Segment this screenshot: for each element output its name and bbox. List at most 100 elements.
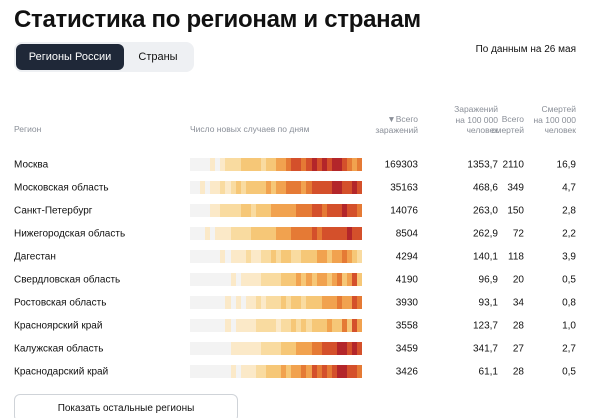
heatstrip-day: [306, 273, 312, 286]
heatstrip-day: [210, 319, 216, 332]
heatstrip-day: [336, 250, 342, 263]
heatstrip-day: [316, 273, 322, 286]
heatstrip-day: [357, 181, 362, 194]
heatstrip-day: [276, 250, 282, 263]
heatstrip-day: [210, 204, 216, 217]
heatstrip-day: [346, 158, 352, 171]
total-cases: 4294: [395, 251, 418, 262]
heatstrip-day: [326, 296, 332, 309]
heatstrip-day: [321, 342, 327, 355]
heatstrip-day: [195, 365, 201, 378]
table-row: Нижегородская область 8504 262,9 72 2,2: [0, 222, 604, 245]
heatstrip-day: [321, 319, 327, 332]
heatstrip-day: [281, 227, 287, 240]
heatstrip-day: [235, 273, 241, 286]
heatstrip-day: [286, 250, 292, 263]
table-row: Красноярский край 3558 123,7 28 1,0: [0, 314, 604, 337]
heatstrip-day: [190, 227, 196, 240]
heatstrip-day: [311, 204, 317, 217]
tab-countries[interactable]: Страны: [138, 51, 178, 63]
heatstrip-day: [311, 250, 317, 263]
heatstrip-day: [326, 158, 332, 171]
heatstrip-day: [265, 342, 271, 355]
heatstrip-day: [306, 365, 312, 378]
heatstrip-day: [265, 273, 271, 286]
heatstrip-day: [250, 273, 256, 286]
heatstrip-day: [195, 158, 201, 171]
page-title: Статистика по регионам и странам: [14, 6, 421, 33]
heatstrip-day: [205, 319, 211, 332]
heatstrip-day: [195, 250, 201, 263]
heatstrip-day: [210, 227, 216, 240]
heatstrip-day: [225, 158, 231, 171]
heatstrip-day: [281, 296, 287, 309]
heatstrip-day: [306, 181, 312, 194]
heatstrip-day: [281, 342, 287, 355]
heatstrip-day: [331, 204, 337, 217]
region-name: Москва: [14, 159, 49, 170]
heatstrip-day: [316, 204, 322, 217]
heatstrip-day: [255, 319, 261, 332]
heatstrip-day: [271, 296, 277, 309]
heatstrip-day: [316, 296, 322, 309]
region-name: Дагестан: [14, 251, 56, 262]
heatstrip-day: [296, 227, 302, 240]
heatstrip-day: [306, 342, 312, 355]
heatstrip-day: [296, 204, 302, 217]
heatstrip-day: [245, 204, 251, 217]
heatstrip-day: [210, 181, 216, 194]
heatstrip-day: [220, 227, 226, 240]
heatstrip-day: [245, 273, 251, 286]
header-deaths-per-100k[interactable]: Смертей на 100 000 человек: [533, 104, 576, 135]
heatstrip-day: [341, 250, 347, 263]
heatstrip-day: [301, 342, 307, 355]
heatstrip-day: [281, 273, 287, 286]
cases-per-100k: 61,1: [478, 366, 498, 377]
heatstrip-day: [306, 296, 312, 309]
heatstrip-day: [326, 204, 332, 217]
heatstrip-day: [271, 204, 277, 217]
heatstrip-day: [205, 342, 211, 355]
heatstrip-day: [245, 181, 251, 194]
heatstrip-day: [306, 319, 312, 332]
heatstrip-day: [357, 273, 362, 286]
heatstrip-day: [306, 227, 312, 240]
heatstrip-day: [215, 319, 221, 332]
heatstrip-day: [336, 204, 342, 217]
table-row: Калужская область 3459 341,7 27 2,7: [0, 337, 604, 360]
heatstrip-day: [225, 204, 231, 217]
header-cases-per-100k[interactable]: Заражений на 100 000 человек: [454, 104, 498, 135]
tab-russian-regions[interactable]: Регионы России: [16, 44, 124, 70]
heatstrip-day: [195, 204, 201, 217]
heatstrip-day: [341, 158, 347, 171]
heatstrip-day: [321, 273, 327, 286]
daily-cases-heatstrip: [190, 250, 362, 263]
heatstrip-day: [260, 342, 266, 355]
heatstrip-day: [352, 227, 358, 240]
heatstrip-day: [301, 204, 307, 217]
heatstrip-day: [306, 250, 312, 263]
show-more-regions-button[interactable]: Показать остальные регионы: [14, 394, 238, 418]
header-total-deaths[interactable]: Всего смертей: [491, 114, 524, 135]
total-deaths: 349: [507, 182, 524, 193]
heatstrip-day: [230, 319, 236, 332]
heatstrip-day: [326, 273, 332, 286]
heatstrip-day: [205, 250, 211, 263]
heatstrip-day: [240, 365, 246, 378]
heatstrip-day: [296, 273, 302, 286]
heatstrip-day: [301, 250, 307, 263]
heatstrip-day: [205, 158, 211, 171]
heatstrip-day: [276, 342, 282, 355]
heatstrip-day: [190, 342, 196, 355]
heatstrip-day: [255, 158, 261, 171]
total-cases: 3558: [395, 320, 418, 331]
header-total-cases[interactable]: ▼Всего заражений: [375, 114, 418, 135]
heatstrip-day: [321, 250, 327, 263]
heatstrip-day: [265, 204, 271, 217]
heatstrip-day: [286, 227, 292, 240]
total-cases: 14076: [390, 205, 418, 216]
heatstrip-day: [271, 250, 277, 263]
region-name: Московская область: [14, 182, 109, 193]
heatstrip-day: [235, 342, 241, 355]
heatstrip-day: [311, 273, 317, 286]
